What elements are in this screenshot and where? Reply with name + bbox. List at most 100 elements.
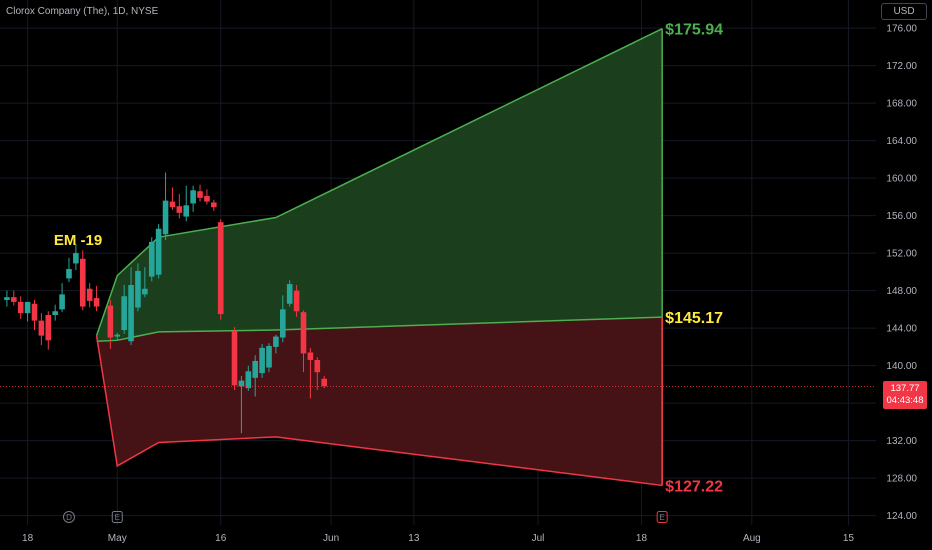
bar-countdown: 04:43:48 (886, 394, 924, 406)
candle (280, 295, 286, 343)
candle-body (79, 258, 86, 307)
candle (73, 243, 79, 270)
candle-body (4, 297, 10, 300)
candle-body (286, 284, 293, 304)
candle (176, 194, 183, 219)
candle-body (183, 205, 190, 217)
candle-body (38, 320, 45, 336)
candle-body (142, 288, 148, 295)
y-tick-label: 156.00 (886, 211, 917, 222)
candle-body (197, 191, 203, 198)
candle (183, 185, 190, 222)
candle (190, 185, 196, 212)
time-axis[interactable]: 18 May 16 Jun 13 Jul 18 Aug 15 (22, 533, 854, 544)
candle-body (300, 312, 307, 354)
lower-band-line (95, 335, 663, 487)
candle-body (66, 269, 72, 279)
last-price-value: 137.77 (890, 382, 920, 394)
candle-body (59, 294, 65, 310)
earnings-icon (656, 511, 668, 523)
candle-body (217, 222, 224, 315)
candle-body (321, 378, 327, 387)
x-tick-label: 18 (636, 533, 648, 544)
candle-body (73, 253, 79, 264)
y-tick-label: 140.00 (886, 361, 917, 372)
candle (31, 300, 38, 330)
band-label-1: $175.94 (665, 22, 723, 39)
lower-band-area (96, 317, 663, 486)
band-label-0: EM -19 (54, 232, 102, 249)
earnings-marker[interactable]: E (656, 511, 668, 523)
band-label-3: $127.22 (665, 478, 723, 495)
y-tick-label: 168.00 (886, 99, 917, 110)
candle-body (176, 206, 183, 213)
candle (148, 237, 155, 282)
candle-body (86, 288, 93, 301)
symbol-title: Clorox Company (The), 1D, NYSE (6, 6, 159, 17)
x-tick-label: Aug (743, 533, 761, 544)
candle (45, 311, 52, 350)
candle (231, 327, 238, 390)
candle (107, 300, 114, 349)
candle-body (93, 298, 100, 307)
candle (252, 355, 259, 397)
candle (162, 172, 169, 240)
currency-button[interactable]: USD (881, 3, 927, 20)
candle (52, 304, 58, 321)
candle (259, 344, 265, 378)
candle-body (155, 228, 162, 275)
candle (197, 184, 203, 202)
candle-body (52, 311, 58, 315)
candle (24, 301, 31, 322)
band-label-2: $145.17 (665, 310, 723, 327)
y-tick-label: 172.00 (886, 61, 917, 72)
candle-body (252, 360, 259, 378)
earnings-marker[interactable]: E (111, 511, 123, 523)
candle-body (238, 380, 245, 387)
candle (238, 375, 245, 434)
event-letter: D (66, 513, 72, 522)
y-tick-label: 148.00 (886, 286, 917, 297)
price-axis[interactable]: 124.00128.00132.00136.00140.00144.00148.… (886, 24, 917, 523)
dividend-marker[interactable]: D (62, 511, 75, 523)
candle (121, 285, 127, 334)
band-labels: EM -19 $175.94 $145.17 $127.22 (54, 22, 723, 496)
candle-body (24, 301, 31, 314)
candle-body (135, 270, 141, 308)
candle (273, 334, 279, 354)
candle-body (259, 347, 265, 374)
y-tick-label: 164.00 (886, 136, 917, 147)
candle (314, 357, 321, 390)
candle-body (211, 202, 217, 208)
x-tick-label: 16 (215, 533, 227, 544)
candle (217, 219, 224, 320)
candle-body (266, 345, 272, 368)
dividend-icon (62, 511, 75, 523)
x-tick-label: 15 (843, 533, 855, 544)
candle (128, 267, 134, 345)
candle-body (148, 241, 155, 277)
earnings-icon (111, 511, 123, 523)
x-tick-label: 18 (22, 533, 34, 544)
candle-body (245, 371, 252, 389)
y-tick-label: 152.00 (886, 249, 917, 260)
candle-body (307, 352, 314, 360)
candle-body (169, 201, 176, 208)
candle (293, 285, 300, 317)
candle-body (293, 290, 300, 312)
y-tick-label: 132.00 (886, 436, 917, 447)
candle (38, 313, 45, 345)
candle-body (231, 330, 238, 386)
candle (66, 257, 72, 283)
candle (169, 187, 176, 210)
y-tick-label: 160.00 (886, 174, 917, 185)
candle-body (121, 296, 127, 330)
candle (142, 267, 148, 298)
event-letter: E (660, 513, 665, 522)
candle-body (190, 190, 196, 204)
candle (79, 250, 86, 311)
candle (4, 290, 10, 307)
x-tick-label: Jul (532, 533, 545, 544)
